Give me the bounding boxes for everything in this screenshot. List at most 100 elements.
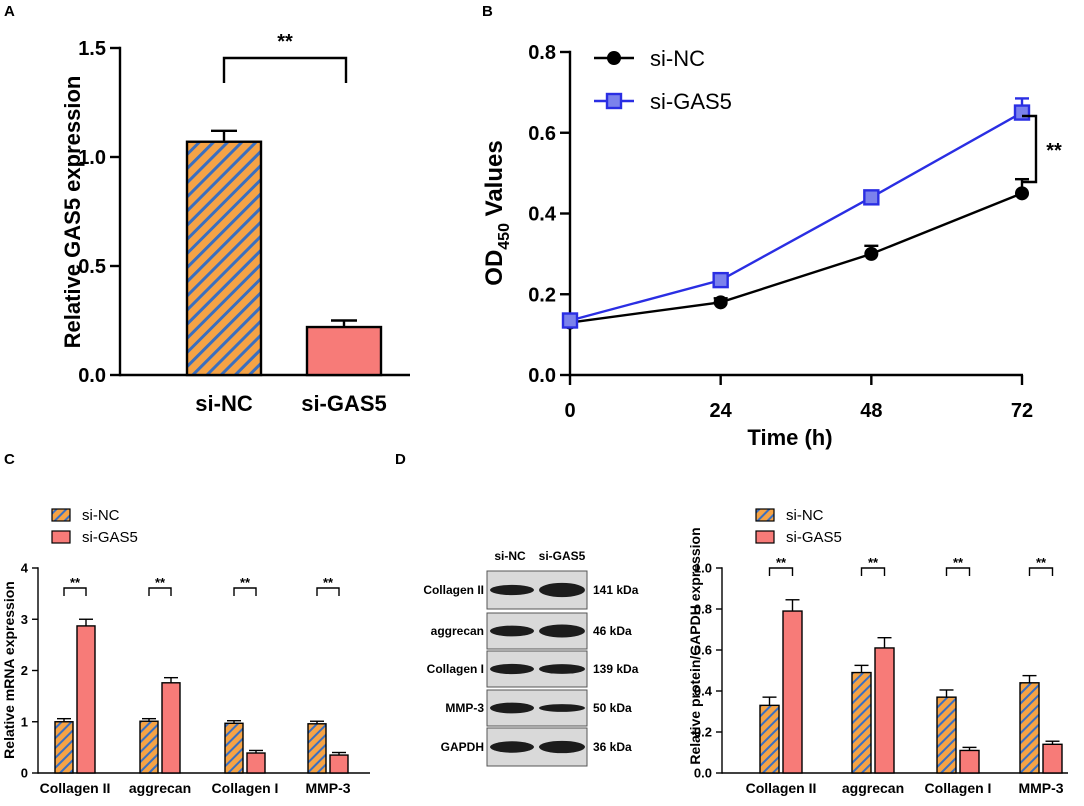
blot-size-label: 46 kDa — [593, 624, 632, 638]
blot-band-si-NC — [490, 625, 534, 637]
blot-row-label: Collagen II — [423, 583, 484, 597]
blot-column-label: si-GAS5 — [539, 549, 586, 563]
chart-c-ytick-label: 1 — [21, 714, 28, 729]
chart-d-sig-label: ** — [953, 555, 964, 570]
chart-c: Relative mRNA expression 0 1 2 3 4 Collagen I… — [1, 507, 370, 796]
chart-d: Relative protein/GAPDH expression 0.0 0.2… — [687, 507, 1068, 796]
blot-row-label: aggrecan — [431, 624, 484, 638]
chart-b-ytick-label: 0.0 — [528, 365, 556, 387]
chart-a: Relative GAS5 expression ** 0.0 0.5 1.0 1.5… — [60, 31, 410, 416]
chart-b-sig: ** — [1046, 140, 1062, 162]
chart-c-ylabel: Relative mRNA expression — [1, 581, 17, 759]
chart-c-sig-label: ** — [70, 575, 81, 590]
chart-d-sig-bracket — [945, 567, 971, 576]
chart-a-ylabel: Relative GAS5 expression — [60, 76, 85, 349]
chart-a-bar-si-NC — [185, 140, 263, 377]
blot-band-si-GAS5 — [539, 704, 585, 712]
chart-a-xtick-label: si-NC — [195, 391, 253, 416]
chart-c-ytick-label: 2 — [21, 663, 28, 678]
chart-b-xtick-label: 24 — [710, 400, 733, 422]
chart-c-xtick-label: MMP-3 — [305, 780, 350, 796]
chart-d-legend-swatch-si-GAS5 — [755, 530, 775, 544]
chart-b-legend-marker-si-GAS5 — [605, 92, 623, 110]
chart-b-legend-marker-si-NC — [607, 51, 621, 65]
chart-c-bar-si-NC-aggrecan — [139, 720, 159, 774]
chart-b-ytick-label: 0.4 — [528, 204, 557, 226]
panel-label-c: C — [4, 451, 15, 468]
chart-b-point-si-NC — [1015, 186, 1029, 201]
chart-c-bar-si-NC-Collagen I — [224, 722, 244, 774]
chart-b-xtick-label: 0 — [564, 400, 575, 422]
chart-c-xtick-label: aggrecan — [129, 780, 191, 796]
chart-c-sig-label: ** — [240, 575, 251, 590]
chart-d-bar-si-GAS5-aggrecan — [874, 647, 895, 774]
chart-b-point-si-NC — [864, 246, 879, 261]
western-blot: si-NC si-GAS5 Collagen II 141 kDa aggrecan 46… — [423, 549, 639, 767]
chart-c-bar-si-NC-Collagen II — [54, 721, 74, 774]
chart-d-bar-si-GAS5-MMP-3 — [1042, 743, 1063, 774]
chart-b-point-si-GAS5 — [1013, 104, 1031, 121]
chart-c-ytick-label: 4 — [21, 561, 29, 576]
chart-b-point-si-NC — [713, 295, 728, 310]
blot-row-label: Collagen I — [427, 662, 484, 676]
chart-c-xtick-label: Collagen I — [212, 780, 279, 796]
blot-row-label: GAPDH — [441, 740, 484, 754]
chart-c-legend-label-si-GAS5: si-GAS5 — [82, 529, 138, 546]
chart-d-ytick-label: 0.6 — [694, 643, 712, 658]
blot-size-label: 50 kDa — [593, 701, 632, 715]
chart-d-legend-label-si-NC: si-NC — [786, 507, 824, 524]
chart-d-bar-si-NC-Collagen II — [759, 704, 780, 774]
panel-label-a: A — [4, 3, 15, 20]
chart-b-ylabel-main: OD — [481, 250, 508, 286]
chart-a-sig-bracket — [222, 56, 348, 83]
chart-a-sig: ** — [277, 31, 293, 53]
chart-c-legend-swatch-si-GAS5 — [51, 530, 71, 544]
chart-c-sig-label: ** — [323, 575, 334, 590]
chart-b-legend-label-si-NC: si-NC — [650, 46, 705, 71]
blot-band-si-GAS5 — [539, 664, 585, 674]
chart-a-bar-si-GAS5 — [305, 325, 383, 377]
chart-c-sig-bracket — [63, 587, 87, 596]
chart-d-sig-label: ** — [776, 555, 787, 570]
chart-d-legend-label-si-GAS5: si-GAS5 — [786, 529, 842, 546]
panel-label-d: D — [395, 451, 406, 468]
chart-d-bar-si-NC-MMP-3 — [1019, 682, 1040, 774]
chart-c-bar-si-NC-MMP-3 — [307, 723, 327, 774]
chart-b-line-si-NC — [569, 192, 1023, 324]
chart-d-legend-swatch-si-NC — [755, 508, 775, 522]
chart-c-bar-si-GAS5-MMP-3 — [329, 754, 349, 774]
blot-band-si-GAS5 — [539, 740, 585, 754]
blot-band-si-NC — [490, 741, 534, 753]
chart-c-sig-bracket — [316, 587, 340, 596]
chart-c-bar-si-GAS5-aggrecan — [161, 682, 181, 774]
chart-c-bar-si-GAS5-Collagen II — [76, 625, 96, 774]
chart-b-legend-label-si-GAS5: si-GAS5 — [650, 89, 732, 114]
chart-a-xtick-label: si-GAS5 — [301, 391, 387, 416]
chart-d-ytick-label: 0.4 — [694, 684, 713, 699]
chart-d-xtick-label: Collagen II — [746, 780, 817, 796]
chart-a-ytick-label: 1.0 — [78, 147, 106, 169]
chart-d-sig-label: ** — [868, 555, 879, 570]
chart-c-sig-bracket — [233, 587, 257, 596]
chart-c-legend-label-si-NC: si-NC — [82, 507, 120, 524]
chart-d-ytick-label: 1.0 — [694, 561, 712, 576]
chart-d-bar-si-GAS5-Collagen I — [959, 749, 980, 774]
chart-b-sig-bracket — [1022, 114, 1038, 184]
blot-size-label: 141 kDa — [593, 583, 639, 597]
blot-band-si-NC — [490, 702, 534, 714]
chart-b-point-si-GAS5 — [561, 312, 579, 329]
chart-c-xtick-label: Collagen II — [40, 780, 111, 796]
chart-b-ytick-label: 0.2 — [528, 284, 556, 306]
chart-d-xtick-label: Collagen I — [925, 780, 992, 796]
chart-b-ylabel-rest: Values — [481, 140, 508, 223]
chart-c-legend-swatch-si-NC — [51, 508, 71, 522]
chart-c-sig-label: ** — [155, 575, 166, 590]
chart-d-ylabel: Relative protein/GAPDH expression — [687, 527, 703, 764]
chart-d-sig-bracket — [860, 567, 886, 576]
blot-row-label: MMP-3 — [445, 701, 484, 715]
chart-c-sig-bracket — [148, 587, 172, 596]
chart-d-ytick-label: 0.2 — [694, 725, 712, 740]
chart-b-ytick-label: 0.6 — [528, 123, 556, 145]
chart-a-ytick-label: 1.5 — [78, 38, 106, 60]
